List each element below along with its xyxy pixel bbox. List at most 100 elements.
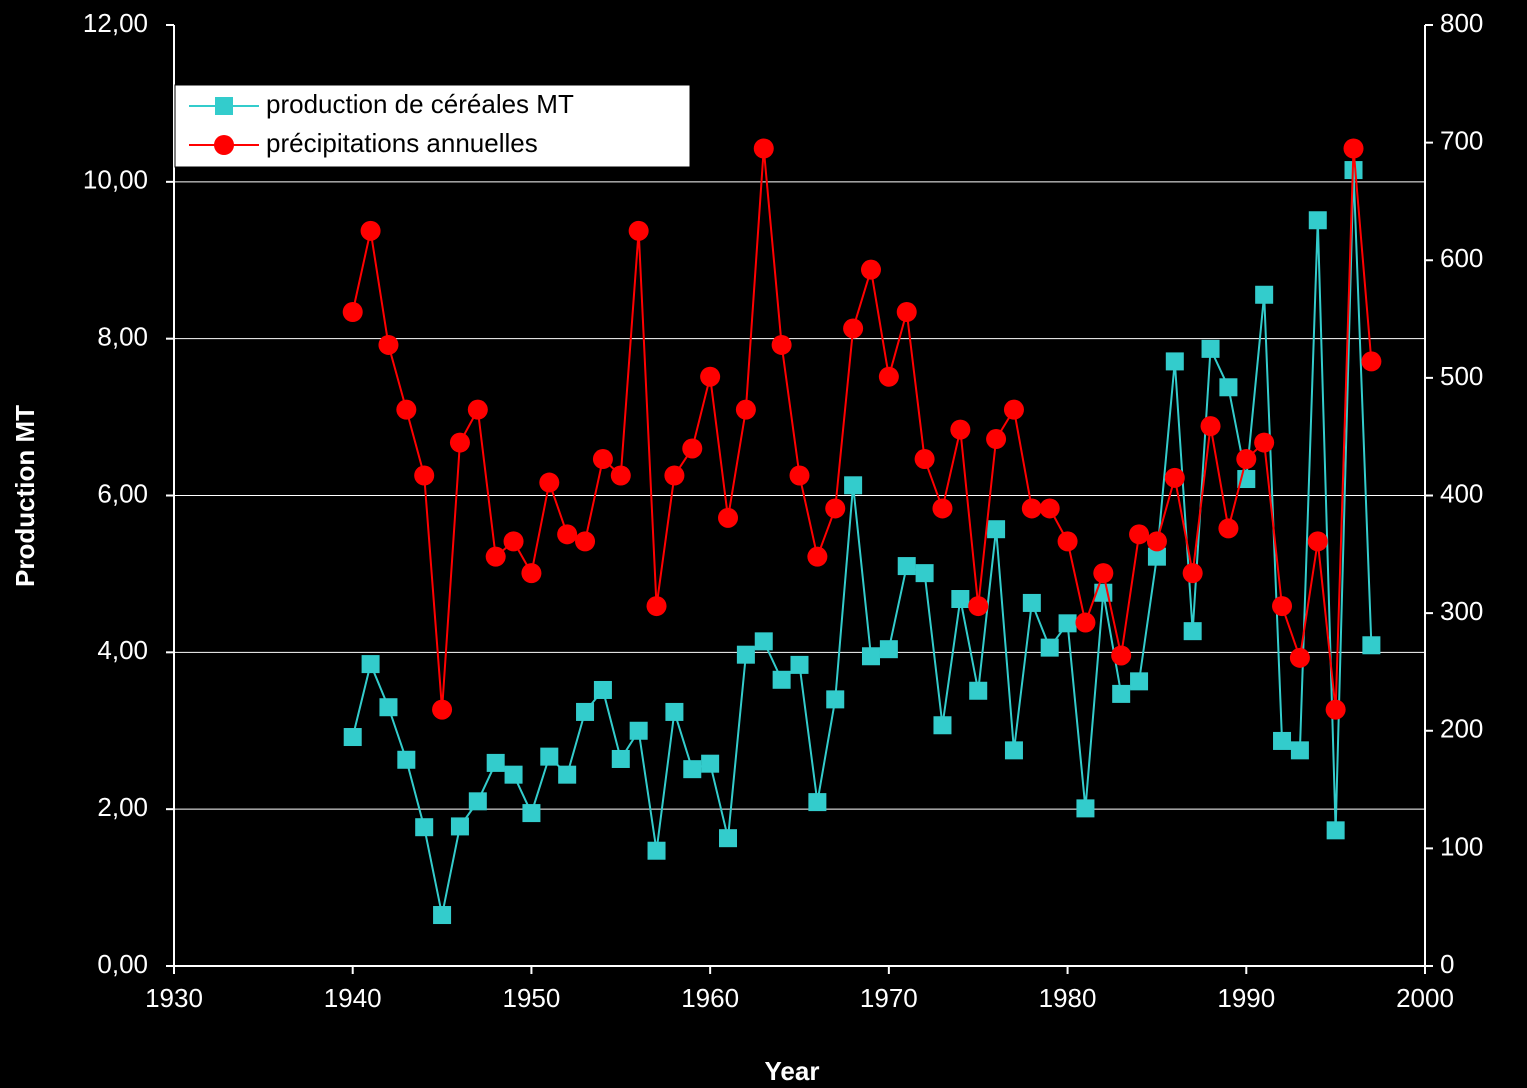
marker xyxy=(754,632,773,651)
marker xyxy=(611,749,630,768)
marker xyxy=(343,728,362,747)
marker xyxy=(450,817,469,836)
marker xyxy=(1004,741,1023,760)
marker xyxy=(361,655,380,674)
marker xyxy=(540,747,559,766)
marker xyxy=(896,302,917,323)
x-tick-label: 1940 xyxy=(324,983,382,1013)
marker xyxy=(414,465,435,486)
marker xyxy=(790,655,809,674)
marker xyxy=(1236,449,1257,470)
marker xyxy=(504,765,523,784)
marker xyxy=(1039,498,1060,519)
marker xyxy=(1308,211,1327,230)
marker xyxy=(932,498,953,519)
marker xyxy=(1362,636,1381,655)
x-tick-label: 1930 xyxy=(145,983,203,1013)
marker xyxy=(539,472,560,493)
marker xyxy=(1325,699,1346,720)
marker xyxy=(683,760,702,779)
marker xyxy=(522,804,541,823)
marker xyxy=(878,366,899,387)
marker xyxy=(646,596,667,617)
marker xyxy=(700,366,721,387)
y-tick-label: 8,00 xyxy=(97,322,148,352)
marker xyxy=(914,449,935,470)
marker xyxy=(396,399,417,420)
marker xyxy=(1343,138,1364,159)
marker xyxy=(521,563,542,584)
marker xyxy=(557,524,578,545)
marker xyxy=(593,680,612,699)
marker xyxy=(360,220,381,241)
legend-label: précipitations annuelles xyxy=(266,128,538,158)
marker xyxy=(485,546,506,567)
marker xyxy=(1183,622,1202,641)
y-tick-label: 4,00 xyxy=(97,635,148,665)
marker xyxy=(342,302,363,323)
marker xyxy=(1165,352,1184,371)
y-tick-label: 0,00 xyxy=(97,949,148,979)
marker xyxy=(736,645,755,664)
marker xyxy=(1255,285,1274,304)
marker xyxy=(1003,399,1024,420)
marker xyxy=(915,564,934,583)
marker xyxy=(861,647,880,666)
marker xyxy=(558,765,577,784)
marker xyxy=(1129,524,1150,545)
marker xyxy=(1254,432,1275,453)
marker xyxy=(1112,684,1131,703)
series-line xyxy=(351,170,1373,916)
marker xyxy=(1289,647,1310,668)
marker xyxy=(772,670,791,689)
legend-box xyxy=(174,84,691,168)
marker xyxy=(576,702,595,721)
marker xyxy=(844,476,863,495)
marker xyxy=(1326,821,1345,840)
x-tick-label: 1980 xyxy=(1039,983,1097,1013)
marker xyxy=(1164,467,1185,488)
y-tick-label: 12,00 xyxy=(83,8,148,38)
marker xyxy=(665,702,684,721)
marker xyxy=(771,334,792,355)
marker xyxy=(808,793,827,812)
y-tick-label: 10,00 xyxy=(83,165,148,195)
marker xyxy=(1290,741,1309,760)
marker xyxy=(433,906,452,925)
marker xyxy=(1111,645,1132,666)
y-tick-label: 6,00 xyxy=(97,478,148,508)
marker xyxy=(825,498,846,519)
legend-label: production de céréales MT xyxy=(266,89,574,119)
marker xyxy=(1219,378,1238,397)
marker xyxy=(1130,672,1149,691)
y2-tick-label: 100 xyxy=(1440,831,1483,861)
marker xyxy=(592,449,613,470)
x-tick-label: 2000 xyxy=(1396,983,1454,1013)
marker xyxy=(610,465,631,486)
marker xyxy=(897,557,916,576)
marker xyxy=(826,690,845,709)
marker xyxy=(1058,614,1077,633)
marker xyxy=(682,438,703,459)
marker xyxy=(432,699,453,720)
axes-frame xyxy=(173,25,1426,967)
marker xyxy=(503,531,524,552)
marker xyxy=(1218,518,1239,539)
marker xyxy=(951,590,970,609)
marker xyxy=(753,138,774,159)
marker xyxy=(1022,593,1041,612)
marker xyxy=(789,465,810,486)
marker xyxy=(486,753,505,772)
legend-marker xyxy=(215,97,233,115)
x-tick-label: 1990 xyxy=(1217,983,1275,1013)
y2-tick-label: 200 xyxy=(1440,714,1483,744)
y2-tick-label: 400 xyxy=(1440,478,1483,508)
y2-tick-label: 500 xyxy=(1440,361,1483,391)
y2-tick-label: 800 xyxy=(1440,8,1483,38)
marker xyxy=(1361,351,1382,372)
y2-tick-label: 700 xyxy=(1440,126,1483,156)
marker xyxy=(879,640,898,659)
marker xyxy=(1200,416,1221,437)
marker xyxy=(843,318,864,339)
